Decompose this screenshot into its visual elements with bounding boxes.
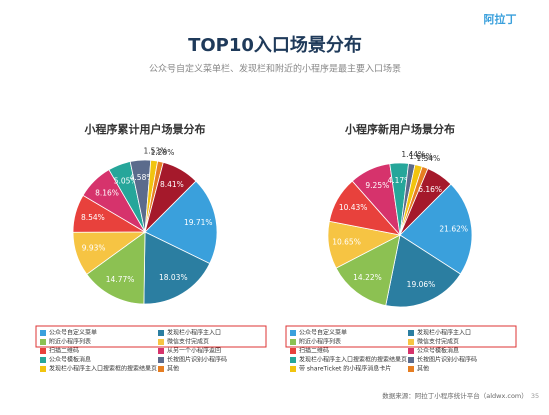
legend-label: 其他: [417, 365, 429, 373]
pie-slice: [86, 231, 146, 305]
data-label: 14.77%: [106, 275, 135, 284]
legend-label: 公众号模板消息: [49, 356, 91, 364]
legend-label: 其他: [167, 365, 179, 373]
data-label: 8.54%: [81, 213, 105, 222]
data-label: 18.03%: [159, 273, 188, 282]
legend-label: 微信支付完成页: [417, 338, 459, 346]
legend-swatch: [408, 348, 414, 354]
legend-label: 公众号模板消息: [417, 347, 459, 355]
legend-label: 扫描二维码: [49, 347, 79, 355]
legend-swatch: [158, 366, 164, 372]
pie-slice: [399, 183, 473, 275]
data-label: 1.34%: [416, 154, 440, 163]
data-label: 14.22%: [353, 273, 382, 282]
legend-label: 扫描二维码: [299, 347, 329, 355]
legend-swatch: [290, 339, 296, 345]
legend-label: 微信支付完成页: [167, 338, 209, 346]
data-label: 19.71%: [184, 218, 213, 227]
slide-title: TOP10入口场景分布: [188, 34, 362, 56]
data-label: 9.93%: [82, 244, 106, 253]
pie-slice: [144, 161, 197, 234]
legend-swatch: [158, 339, 164, 345]
legend-label: 公众号自定义菜单: [49, 329, 97, 337]
data-label: 5.05%: [114, 177, 138, 186]
legend-swatch: [40, 366, 46, 372]
legend-label: 附近小程序列表: [49, 338, 91, 346]
data-label: 1.44%: [401, 150, 425, 159]
legend-label: 长按图片识别小程序码: [417, 356, 477, 364]
legend-swatch: [158, 357, 164, 363]
legend-label: 公众号自定义菜单: [299, 329, 347, 337]
legend-label: 发现栏小程序主入口: [417, 329, 471, 337]
legend-label: 附近小程序列表: [299, 338, 341, 346]
legend-swatch: [40, 339, 46, 345]
highlight-box: [285, 325, 517, 348]
data-label: 9.25%: [365, 181, 389, 190]
legend-swatch: [290, 366, 296, 372]
data-label: 6.16%: [418, 185, 442, 194]
source: 数据来源：阿拉丁小程序统计平台（aldwx.com）: [382, 391, 528, 400]
legend-swatch: [408, 330, 414, 336]
pie-slice: [385, 234, 462, 308]
pie-slice: [335, 234, 401, 307]
data-label: 19.06%: [407, 280, 436, 289]
legend-label: 带 shareTicket 的小程序消息卡片: [299, 365, 391, 373]
data-label: 4.58%: [130, 173, 154, 182]
logo: 阿拉丁: [484, 12, 517, 26]
legend-swatch: [408, 366, 414, 372]
legend-swatch: [40, 330, 46, 336]
legend-swatch: [158, 348, 164, 354]
legend-swatch: [290, 348, 296, 354]
legend-label: 从另一个小程序返回: [167, 347, 221, 355]
chart-title: 小程序新用户场景分布: [344, 122, 455, 136]
data-label: 10.43%: [339, 203, 368, 212]
pie-slice: [143, 231, 211, 305]
legend-swatch: [40, 357, 46, 363]
data-label: 8.16%: [95, 189, 119, 198]
legend-label: 长按图片识别小程序码: [167, 356, 227, 364]
legend-swatch: [408, 357, 414, 363]
pie-slice: [399, 168, 452, 236]
pie-slice: [144, 180, 218, 265]
highlight-box: [35, 325, 267, 348]
data-label: 10.65%: [332, 238, 361, 247]
legend-swatch: [40, 348, 46, 354]
legend-swatch: [290, 357, 296, 363]
legend-swatch: [290, 330, 296, 336]
legend-label: 发现栏小程序主入口: [167, 329, 221, 337]
legend-swatch: [158, 330, 164, 336]
legend-label: 发现栏小程序主入口搜索框的搜索结果页: [299, 356, 407, 364]
chart-title: 小程序累计用户场景分布: [84, 122, 206, 136]
legend-label: 发现栏小程序主入口搜索框的搜索结果页: [49, 365, 157, 373]
data-label: 8.41%: [160, 180, 184, 189]
legend-swatch: [408, 339, 414, 345]
page-number: 35: [531, 392, 539, 400]
data-label: 1.66%: [409, 152, 433, 161]
data-label: 1.53%: [143, 147, 167, 156]
data-label: 1.28%: [151, 148, 175, 157]
slide-subtitle: 公众号自定义菜单栏、发现栏和附近的小程序是最主要入口场景: [149, 63, 401, 75]
data-label: 4.17%: [387, 176, 411, 185]
data-label: 21.62%: [439, 224, 468, 233]
